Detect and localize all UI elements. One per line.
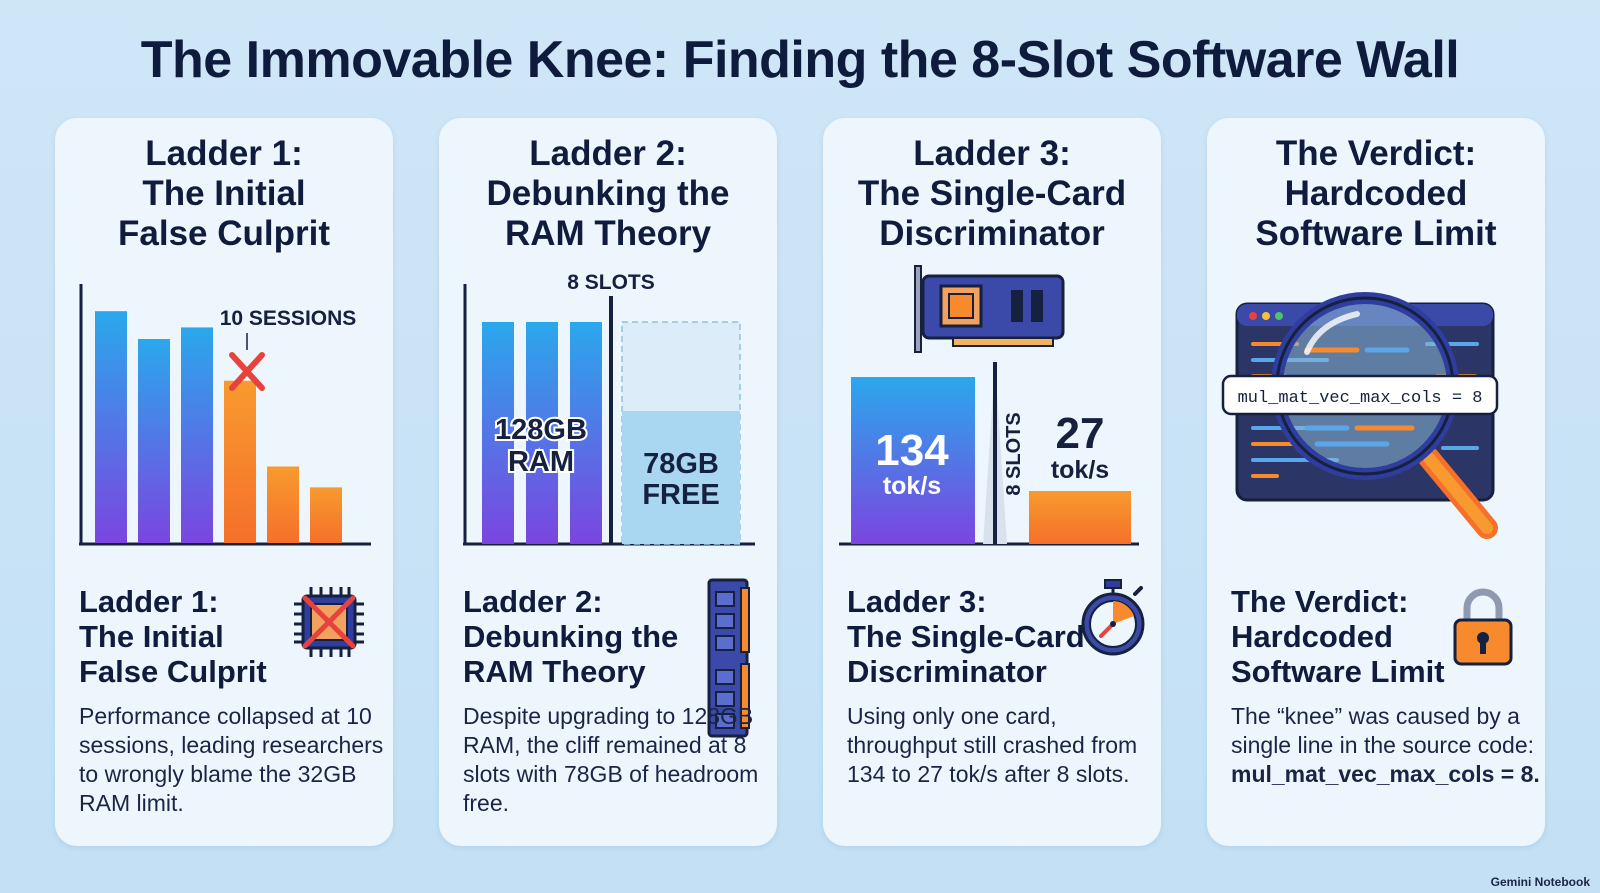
- description-text: The “knee” was caused by a single line i…: [1231, 703, 1535, 758]
- ram-bar: [526, 322, 558, 544]
- subheading-line: Ladder 3:: [847, 584, 987, 619]
- subheading-line: Debunking the: [463, 619, 679, 654]
- stopwatch-icon: [1081, 579, 1145, 656]
- card-subheading: Ladder 3: The Single-Card Discriminator: [847, 584, 1097, 689]
- code-inspection-illustration: mul_mat_vec_max_cols = 8: [1221, 292, 1499, 539]
- red-x-icon: [229, 352, 265, 391]
- card-heading-line: Debunking the: [486, 174, 730, 213]
- ram-bar: [482, 322, 514, 544]
- divider-label: 8 SLOTS: [1003, 412, 1025, 495]
- card-subheading: Ladder 1: The Initial False Culprit: [79, 584, 319, 689]
- card-heading: Ladder 1: The Initial False Culprit: [55, 134, 393, 254]
- card-heading-line: False Culprit: [118, 214, 330, 253]
- card-description: Using only one card, throughput still cr…: [847, 703, 1138, 787]
- after-value: 27: [1056, 409, 1105, 458]
- card-heading-line: Ladder 3:: [913, 134, 1071, 173]
- free-label: FREE: [642, 479, 719, 511]
- card-heading-line: Discriminator: [879, 214, 1105, 253]
- crossed-out-chip-icon: [294, 587, 364, 657]
- slots-label: 8 SLOTS: [567, 271, 655, 294]
- subheading-line: Ladder 2:: [463, 584, 603, 619]
- subheading-line: Hardcoded: [1231, 619, 1393, 654]
- description-code: mul_mat_vec_max_cols = 8.: [1231, 761, 1540, 787]
- session-bar-chart: 10 SESSIONS: [79, 284, 371, 546]
- code-tag-text: mul_mat_vec_max_cols = 8: [1238, 389, 1483, 408]
- card-description: Performance collapsed at 10 sessions, le…: [79, 703, 384, 816]
- after-unit: tok/s: [1051, 456, 1109, 484]
- chart-bar: [224, 380, 256, 543]
- subheading-line: Discriminator: [847, 654, 1047, 689]
- chart-bar: [138, 339, 170, 543]
- before-value: 134: [875, 426, 949, 475]
- chart-bar: [95, 311, 127, 543]
- card-subheading: Ladder 2: Debunking the RAM Theory: [463, 584, 703, 689]
- card-heading-line: Ladder 1:: [145, 134, 303, 173]
- chart-bar: [267, 466, 299, 543]
- ram-stick-icon: [707, 578, 750, 738]
- card-ladder-1: Ladder 1: The Initial False Culprit 10 S…: [55, 118, 393, 846]
- subheading-line: Ladder 1:: [79, 584, 219, 619]
- card-ladder-2: Ladder 2: Debunking the RAM Theory 8 SLO…: [439, 118, 777, 846]
- chart-bar: [181, 327, 213, 543]
- card-heading-line: Software Limit: [1255, 214, 1497, 253]
- card-heading: The Verdict: Hardcoded Software Limit: [1207, 134, 1545, 254]
- before-throughput-bar: [851, 377, 975, 544]
- card-heading-line: The Initial: [142, 174, 306, 213]
- ram-bar: [570, 322, 602, 544]
- ram-label: 128GB: [495, 414, 587, 446]
- ram-usage-diagram: 8 SLOTS 128GB RAM 78GB FREE: [463, 271, 755, 546]
- padlock-icon: [1453, 588, 1513, 666]
- throughput-diagram: 134 tok/s 27 tok/s 8 SLOTS: [839, 265, 1139, 546]
- gpu-card-icon: [914, 265, 1065, 353]
- free-label: 78GB: [643, 448, 719, 480]
- card-heading-line: The Single-Card: [857, 174, 1127, 213]
- card-subheading: The Verdict: Hardcoded Software Limit: [1231, 584, 1471, 689]
- card-description: Despite upgrading to 128GB RAM, the clif…: [463, 703, 759, 816]
- subheading-line: RAM Theory: [463, 654, 646, 689]
- card-verdict: The Verdict: Hardcoded Software Limit: [1207, 118, 1545, 846]
- subheading-line: The Verdict:: [1231, 584, 1409, 619]
- after-throughput-bar: [1029, 491, 1131, 544]
- chart-annotation: 10 SESSIONS: [220, 307, 357, 330]
- subheading-line: The Single-Card: [847, 619, 1085, 654]
- card-heading-line: The Verdict:: [1275, 134, 1477, 173]
- code-tag: [1221, 374, 1499, 416]
- card-description: The “knee” was caused by a single line i…: [1231, 702, 1541, 789]
- card-heading-line: RAM Theory: [504, 214, 712, 253]
- page-title: The Immovable Knee: Finding the 8-Slot S…: [140, 31, 1460, 89]
- card-ladder-3: Ladder 3: The Single-Card Discriminator: [823, 118, 1161, 846]
- before-unit: tok/s: [883, 472, 941, 500]
- card-heading-line: Ladder 2:: [529, 134, 687, 173]
- free-ram-block: [622, 411, 740, 544]
- subheading-line: The Initial: [79, 619, 224, 654]
- subheading-line: Software Limit: [1231, 654, 1445, 689]
- card-heading: Ladder 3: The Single-Card Discriminator: [823, 134, 1161, 254]
- chart-bar: [310, 487, 342, 543]
- subheading-line: False Culprit: [79, 654, 267, 689]
- card-heading-line: Hardcoded: [1284, 174, 1468, 213]
- card-heading: Ladder 2: Debunking the RAM Theory: [439, 134, 777, 254]
- watermark: Gemini Notebook: [1490, 875, 1590, 889]
- ram-label: RAM: [508, 446, 574, 478]
